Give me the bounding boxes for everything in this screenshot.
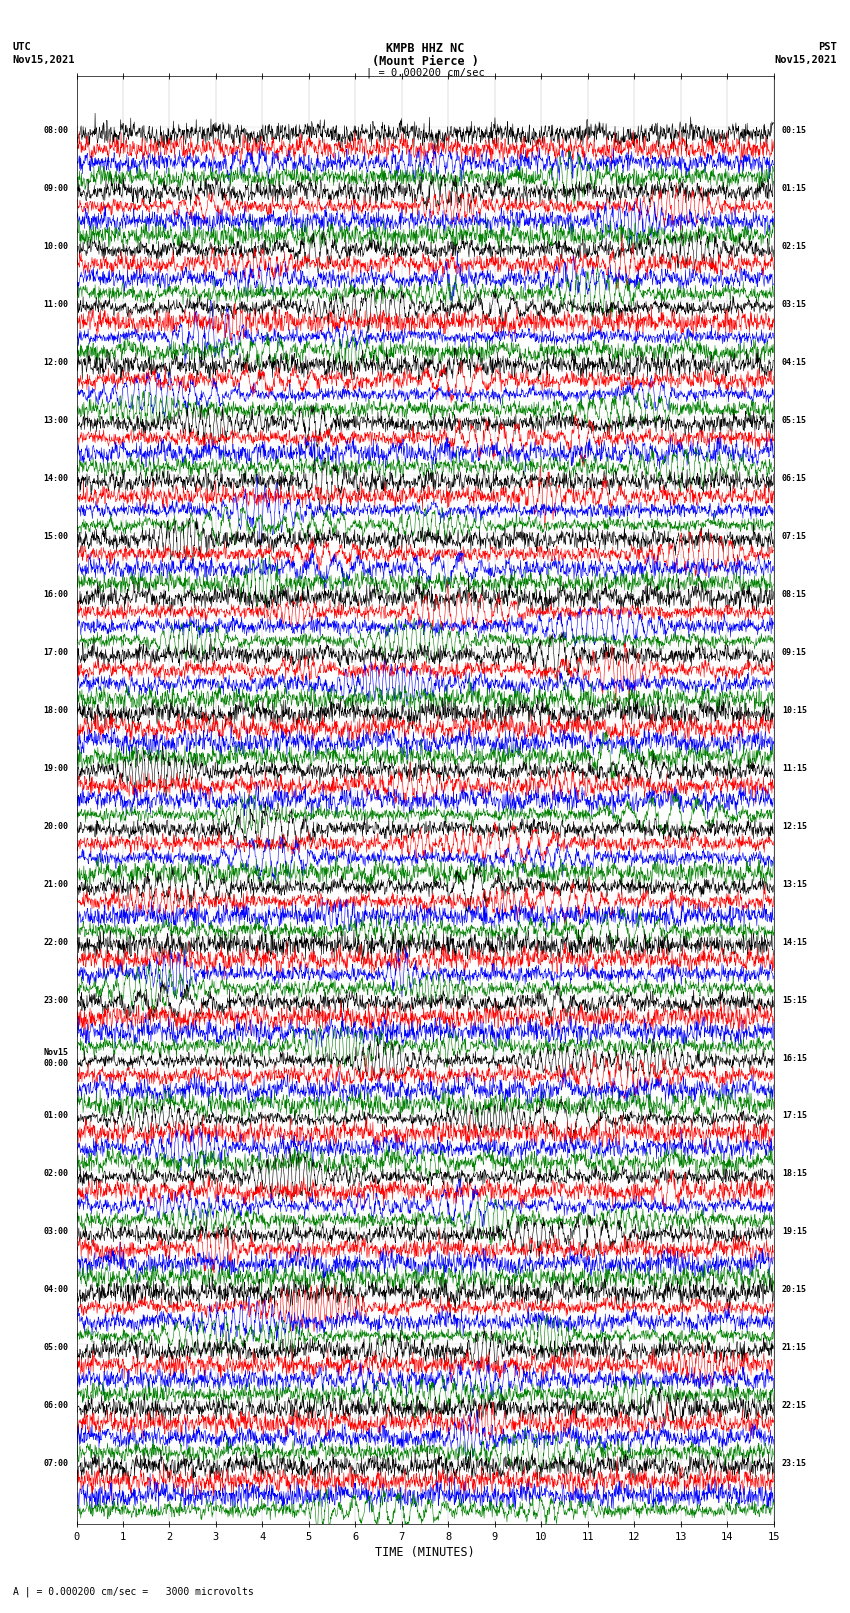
Text: 04:00: 04:00	[43, 1286, 68, 1294]
Text: 12:00: 12:00	[43, 358, 68, 368]
Text: Nov15,2021: Nov15,2021	[774, 55, 837, 65]
Text: UTC: UTC	[13, 42, 31, 52]
Text: 10:00: 10:00	[43, 242, 68, 252]
Text: 01:00: 01:00	[43, 1111, 68, 1121]
Text: 01:15: 01:15	[782, 184, 807, 194]
Text: 04:15: 04:15	[782, 358, 807, 368]
Text: 02:00: 02:00	[43, 1169, 68, 1179]
Text: | = 0.000200 cm/sec: | = 0.000200 cm/sec	[366, 68, 484, 79]
Text: 15:15: 15:15	[782, 995, 807, 1005]
Text: 23:00: 23:00	[43, 995, 68, 1005]
Text: 21:00: 21:00	[43, 879, 68, 889]
Text: 22:15: 22:15	[782, 1402, 807, 1410]
Text: 08:15: 08:15	[782, 590, 807, 598]
Text: 22:00: 22:00	[43, 937, 68, 947]
Text: 15:00: 15:00	[43, 532, 68, 540]
Text: KMPB HHZ NC: KMPB HHZ NC	[386, 42, 464, 55]
Text: 10:15: 10:15	[782, 706, 807, 715]
Text: 19:15: 19:15	[782, 1227, 807, 1236]
Text: 18:00: 18:00	[43, 706, 68, 715]
X-axis label: TIME (MINUTES): TIME (MINUTES)	[375, 1547, 475, 1560]
Text: (Mount Pierce ): (Mount Pierce )	[371, 55, 479, 68]
Text: 13:00: 13:00	[43, 416, 68, 426]
Text: Nov15
00:00: Nov15 00:00	[43, 1048, 68, 1068]
Text: 23:15: 23:15	[782, 1460, 807, 1468]
Text: 03:15: 03:15	[782, 300, 807, 310]
Text: A | = 0.000200 cm/sec =   3000 microvolts: A | = 0.000200 cm/sec = 3000 microvolts	[13, 1586, 253, 1597]
Text: 21:15: 21:15	[782, 1344, 807, 1352]
Text: Nov15,2021: Nov15,2021	[13, 55, 76, 65]
Text: 08:00: 08:00	[43, 126, 68, 135]
Text: 17:15: 17:15	[782, 1111, 807, 1121]
Text: 20:15: 20:15	[782, 1286, 807, 1294]
Text: 07:15: 07:15	[782, 532, 807, 540]
Text: 05:15: 05:15	[782, 416, 807, 426]
Text: 11:15: 11:15	[782, 765, 807, 773]
Text: 07:00: 07:00	[43, 1460, 68, 1468]
Text: 09:00: 09:00	[43, 184, 68, 194]
Text: 17:00: 17:00	[43, 648, 68, 656]
Text: 06:00: 06:00	[43, 1402, 68, 1410]
Text: 05:00: 05:00	[43, 1344, 68, 1352]
Text: 19:00: 19:00	[43, 765, 68, 773]
Text: 16:15: 16:15	[782, 1053, 807, 1063]
Text: 02:15: 02:15	[782, 242, 807, 252]
Text: 14:15: 14:15	[782, 937, 807, 947]
Text: 00:15: 00:15	[782, 126, 807, 135]
Text: 16:00: 16:00	[43, 590, 68, 598]
Text: 12:15: 12:15	[782, 821, 807, 831]
Text: 03:00: 03:00	[43, 1227, 68, 1236]
Text: 20:00: 20:00	[43, 821, 68, 831]
Text: PST: PST	[819, 42, 837, 52]
Text: 13:15: 13:15	[782, 879, 807, 889]
Text: 11:00: 11:00	[43, 300, 68, 310]
Text: 09:15: 09:15	[782, 648, 807, 656]
Text: 14:00: 14:00	[43, 474, 68, 484]
Text: 18:15: 18:15	[782, 1169, 807, 1179]
Text: 06:15: 06:15	[782, 474, 807, 484]
